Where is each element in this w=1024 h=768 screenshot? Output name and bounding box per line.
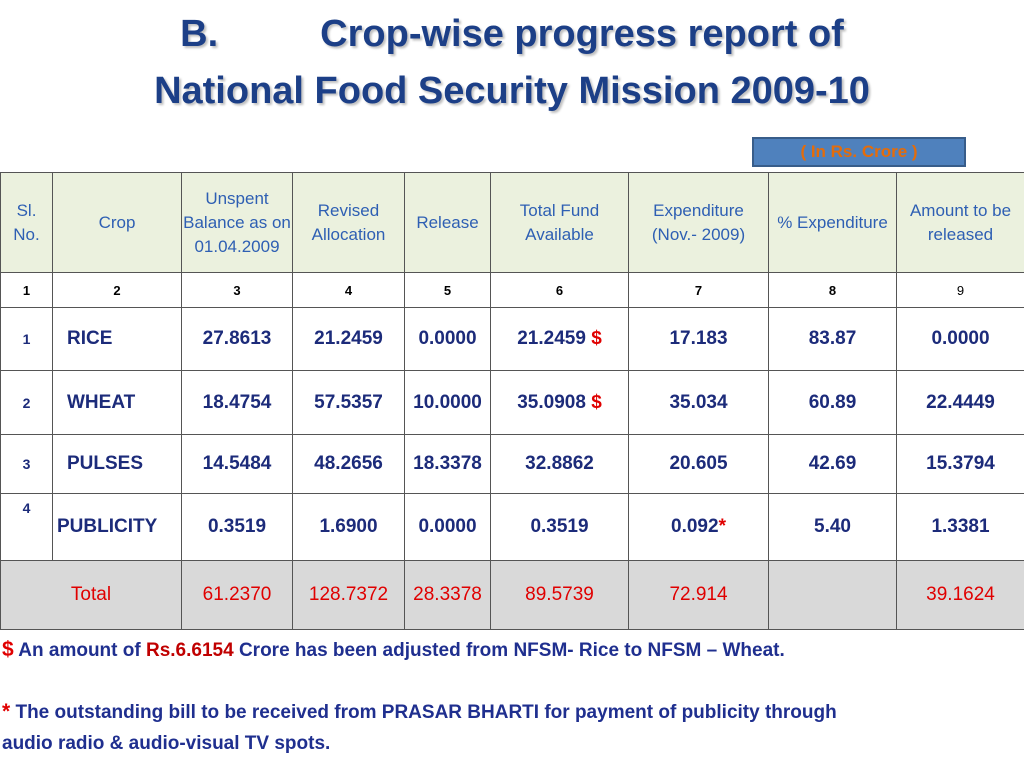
footnote-star: * The outstanding bill to be received fr… [2,696,1012,759]
row-release: 10.0000 [404,370,491,435]
star-footnote-mark: * [2,700,11,723]
footnote-dollar: $ An amount of Rs.6.6154 Crore has been … [2,634,1012,666]
row-release: 0.0000 [404,493,491,561]
row-total-fund-value: 0.3519 [530,516,589,537]
total-label: Total [0,560,182,630]
row-revised: 21.2459 [292,307,405,371]
row-total-fund-value: 21.2459 [517,328,586,349]
row-crop: PULSES [52,434,182,494]
row-revised: 1.6900 [292,493,405,561]
row-sl-no: 4 [0,493,53,561]
dollar-footnote-mark: $ [2,638,14,661]
slide-title: B. Crop-wise progress report of National … [0,6,1024,120]
row-release: 18.3378 [404,434,491,494]
title-prefix: B. [180,13,219,55]
unit-note-box: ( In Rs. Crore ) [752,137,966,167]
total-release: 28.3378 [404,560,491,630]
row-unspent: 27.8613 [181,307,293,371]
row-unspent: 18.4754 [181,370,293,435]
table-total-row: Total 61.2370 128.7372 28.3378 89.5739 7… [0,560,1024,630]
row-expenditure-value: 0.092 [671,516,719,537]
table-row-rice: 1 RICE 27.8613 21.2459 0.0000 21.2459 $ … [0,307,1024,371]
column-number: 3 [181,272,293,308]
total-to-release: 39.1624 [896,560,1024,630]
title-line-1: B. Crop-wise progress report of [0,6,1024,63]
dollar-mark: $ [591,391,602,413]
header-expenditure: Expenditure (Nov.- 2009) [628,172,769,273]
header-amount-to-be-released: Amount to be released [896,172,1024,273]
row-sl-no: 1 [0,307,53,371]
table-row-publicity: 4 PUBLICITY 0.3519 1.6900 0.0000 0.3519 … [0,493,1024,561]
column-number: 6 [490,272,629,308]
header-total-fund-available: Total Fund Available [490,172,629,273]
title-text-1: Crop-wise progress report of [320,13,844,55]
dollar-footnote-text-after: Crore has been adjusted from NFSM- Rice … [238,640,785,661]
row-to-release: 22.4449 [896,370,1024,435]
row-total-fund: 21.2459 $ [490,307,629,371]
progress-table: Sl. No. Crop Unspent Balance as on 01.04… [0,172,1024,630]
row-expenditure-value: 20.605 [669,453,728,474]
header-release: Release [404,172,491,273]
column-number-row: 1 2 3 4 5 6 7 8 9 [0,272,1024,308]
star-mark: * [718,516,726,537]
header-percent-expenditure: % Expenditure [768,172,897,273]
row-total-fund: 32.8862 [490,434,629,494]
row-expenditure-value: 17.183 [669,328,728,349]
column-number: 2 [52,272,182,308]
row-unspent: 0.3519 [181,493,293,561]
row-release: 0.0000 [404,307,491,371]
row-total-fund: 0.3519 [490,493,629,561]
row-sl-no: 2 [0,370,53,435]
row-percent: 60.89 [768,370,897,435]
title-line-2: National Food Security Mission 2009-10 [154,70,870,112]
row-percent: 83.87 [768,307,897,371]
row-to-release: 1.3381 [896,493,1024,561]
table-header-row: Sl. No. Crop Unspent Balance as on 01.04… [0,172,1024,273]
row-expenditure: 17.183 [628,307,769,371]
dollar-footnote-text-before: An amount of [18,640,141,661]
total-fund: 89.5739 [490,560,629,630]
dollar-mark: $ [591,328,602,349]
dollar-footnote-amount: Rs.6.6154 [145,640,234,661]
row-to-release: 15.3794 [896,434,1024,494]
column-number: 4 [292,272,405,308]
row-expenditure: 20.605 [628,434,769,494]
column-number: 5 [404,272,491,308]
row-total-fund-value: 32.8862 [525,453,594,474]
row-crop: PUBLICITY [52,493,182,561]
row-to-release: 0.0000 [896,307,1024,371]
row-crop: RICE [52,307,182,371]
row-total-fund: 35.0908 $ [490,370,629,435]
row-percent: 5.40 [768,493,897,561]
row-crop: WHEAT [52,370,182,435]
star-footnote-line-2: audio radio & audio-visual TV spots. [2,733,331,754]
header-sl-no: Sl. No. [0,172,53,273]
row-expenditure-value: 35.034 [669,391,728,413]
column-number: 8 [768,272,897,308]
table-row-wheat: 2 WHEAT 18.4754 57.5357 10.0000 35.0908 … [0,370,1024,435]
column-number: 1 [0,272,53,308]
total-revised: 128.7372 [292,560,405,630]
row-expenditure: 35.034 [628,370,769,435]
row-expenditure: 0.092* [628,493,769,561]
row-total-fund-value: 35.0908 [517,391,586,413]
header-revised-allocation: Revised Allocation [292,172,405,273]
total-unspent: 61.2370 [181,560,293,630]
row-percent: 42.69 [768,434,897,494]
total-expenditure: 72.914 [628,560,769,630]
column-number: 7 [628,272,769,308]
header-crop: Crop [52,172,182,273]
star-footnote-line-1: * The outstanding bill to be received fr… [2,696,1012,728]
star-footnote-text-1: The outstanding bill to be received from… [15,702,837,723]
row-sl-no: 3 [0,434,53,494]
table-row-pulses: 3 PULSES 14.5484 48.2656 18.3378 32.8862… [0,434,1024,494]
row-revised: 48.2656 [292,434,405,494]
total-percent [768,560,897,630]
row-unspent: 14.5484 [181,434,293,494]
row-revised: 57.5357 [292,370,405,435]
header-unspent-balance: Unspent Balance as on 01.04.2009 [181,172,293,273]
column-number: 9 [896,272,1024,308]
